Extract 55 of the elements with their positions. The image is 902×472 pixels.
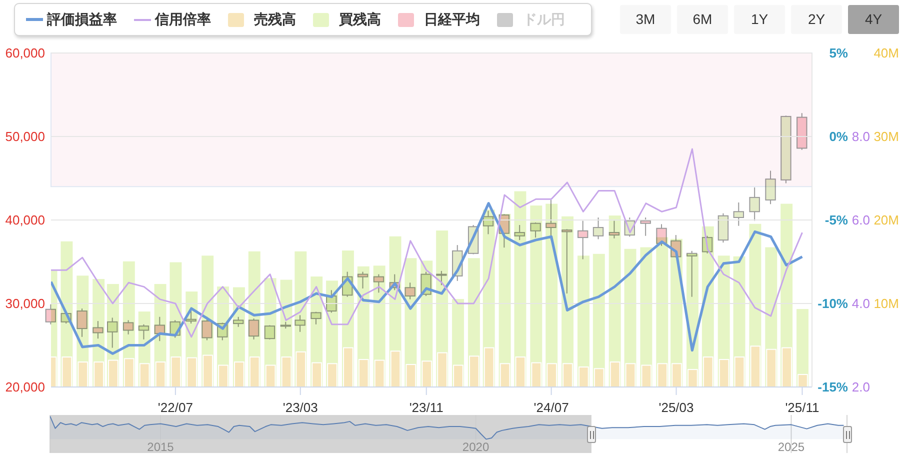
range-button: 2Y xyxy=(791,5,842,34)
candlestick xyxy=(404,282,416,300)
candlestick xyxy=(765,170,776,205)
candlestick xyxy=(592,216,604,240)
legend-label: 評価損益率 xyxy=(47,10,117,28)
x-tick-label: '24/07 xyxy=(534,400,569,416)
y-tick-label: 40M xyxy=(874,46,899,61)
y-tick-label: 30,000 xyxy=(5,296,45,312)
x-tick-label: '25/03 xyxy=(658,400,694,416)
y2-tick-label: 2.0 xyxy=(852,380,870,395)
y-tick-label: 20M xyxy=(874,212,899,228)
y-tick-label: 20,000 xyxy=(5,380,45,395)
x-tick-label: '23/03 xyxy=(282,400,318,416)
candlestick xyxy=(92,320,104,340)
candlestick xyxy=(248,318,260,340)
candlestick xyxy=(640,216,651,236)
x-tick-label: 2025 xyxy=(778,440,805,454)
x-tick-label: '25/11 xyxy=(785,400,820,416)
y-tick-label: -5% xyxy=(824,212,848,228)
candlestick xyxy=(45,304,56,325)
legend-label: 売残高 xyxy=(254,10,296,28)
range-button: 6M xyxy=(677,5,728,34)
y-tick-label: 0% xyxy=(829,129,848,144)
legend-label: 信用倍率 xyxy=(155,10,211,28)
y2-tick-label: 4.0 xyxy=(852,296,870,312)
y-tick-label: 30M xyxy=(874,129,899,144)
range-button: 1Y xyxy=(734,5,785,34)
y-tick-label: 10M xyxy=(874,296,899,312)
candlestick xyxy=(656,224,667,246)
candlestick xyxy=(122,320,134,335)
x-tick-label: '23/11 xyxy=(409,400,444,416)
y-tick-label: -15% xyxy=(818,380,848,395)
x-tick-label: '22/07 xyxy=(158,400,193,416)
candlestick xyxy=(749,186,760,222)
range-button: 3M xyxy=(620,5,671,34)
y-tick-label: 60,000 xyxy=(5,46,45,61)
candlestick xyxy=(608,220,620,239)
x-tick-label: 2015 xyxy=(147,440,174,454)
candlestick xyxy=(577,220,588,260)
candlestick xyxy=(357,271,368,289)
legend-label: 日経平均 xyxy=(424,10,480,28)
y-tick-label: 50,000 xyxy=(5,129,45,144)
legend-label: 買残高 xyxy=(339,10,381,28)
y-tick-label: -10% xyxy=(818,296,848,312)
candlestick xyxy=(76,308,88,338)
y2-tick-label: 6.0 xyxy=(852,212,870,228)
y-tick-label: 40,000 xyxy=(5,212,45,228)
candlestick xyxy=(733,202,744,226)
y-tick-label: 5% xyxy=(829,46,848,61)
x-tick-label: 2020 xyxy=(462,440,490,454)
line-series xyxy=(51,148,803,338)
range-button: 4Y xyxy=(848,5,899,34)
candlestick xyxy=(373,274,384,294)
line-series xyxy=(51,202,804,355)
y2-tick-label: 8.0 xyxy=(852,129,870,144)
